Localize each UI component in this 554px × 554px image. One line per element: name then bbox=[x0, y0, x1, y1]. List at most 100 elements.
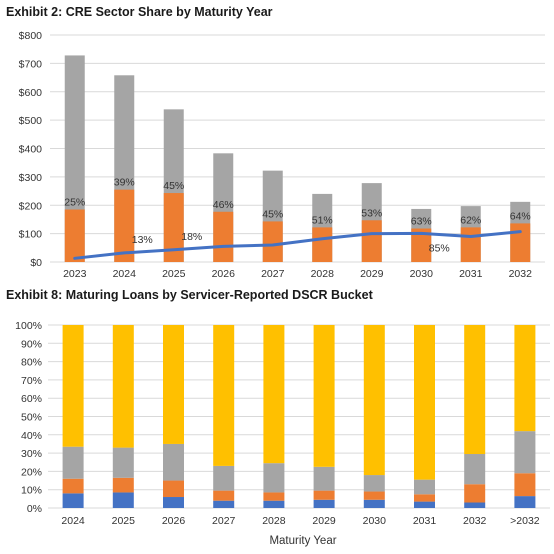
stacked-segment bbox=[464, 454, 486, 485]
exhibit-2-title: Exhibit 2: CRE Sector Share by Maturity … bbox=[6, 5, 273, 19]
bar-part bbox=[262, 221, 283, 262]
y-tick-label: $400 bbox=[19, 144, 43, 156]
stacked-segment bbox=[263, 325, 285, 464]
stacked-segment bbox=[112, 325, 134, 448]
stacked-segment bbox=[62, 478, 84, 494]
x-tick-label: 2031 bbox=[459, 268, 483, 280]
stacked-segment bbox=[62, 493, 84, 508]
line-label: 13% bbox=[132, 234, 153, 246]
y-tick-label: $300 bbox=[19, 172, 43, 184]
stacked-segment bbox=[514, 325, 536, 432]
data-label: 45% bbox=[163, 180, 184, 192]
stacked-segment bbox=[414, 494, 435, 502]
x-tick-label: 2029 bbox=[360, 268, 384, 280]
bar-part bbox=[114, 189, 135, 262]
line-label: 85% bbox=[429, 242, 450, 254]
y-tick-label: 10% bbox=[21, 485, 42, 497]
stacked-segment bbox=[163, 443, 184, 481]
bar-part bbox=[213, 211, 234, 262]
stacked-segment bbox=[163, 480, 184, 498]
data-label: 51% bbox=[312, 214, 333, 226]
y-tick-label: $700 bbox=[19, 58, 43, 70]
x-tick-label: >2032 bbox=[510, 515, 540, 527]
x-tick-label: 2025 bbox=[112, 515, 136, 527]
y-tick-label: $800 bbox=[19, 30, 43, 42]
dscr-bucket-chart: 0% 10% 20% 30% 40% 50% 60% 70% 80% 90% 100% 2024 202… bbox=[15, 320, 550, 547]
x-tick-label: 2025 bbox=[162, 268, 186, 280]
stacked-segment bbox=[62, 325, 84, 447]
stacked-segment bbox=[464, 484, 486, 503]
stacked-segment bbox=[263, 492, 285, 501]
x-tick-label: 2030 bbox=[363, 515, 387, 527]
stacked-segment bbox=[313, 490, 335, 500]
y-tick-label: $0 bbox=[30, 257, 42, 269]
bar-part bbox=[163, 193, 184, 262]
data-label: 64% bbox=[510, 210, 531, 222]
stacked-segment bbox=[263, 500, 285, 508]
line-series bbox=[73, 230, 522, 260]
y-tick-label: 50% bbox=[21, 412, 42, 424]
y-tick-label: 60% bbox=[21, 393, 42, 405]
stacked-segment bbox=[213, 500, 235, 508]
x-axis-label: Maturity Year bbox=[269, 535, 336, 547]
y-tick-label: $200 bbox=[19, 200, 43, 212]
y-tick-label: 20% bbox=[21, 466, 42, 478]
stacked-segment bbox=[414, 479, 435, 495]
y-tick-label: $600 bbox=[19, 87, 43, 99]
x-tick-label: 2026 bbox=[212, 268, 236, 280]
x-tick-label: 2028 bbox=[311, 268, 335, 280]
stacked-segment bbox=[363, 491, 385, 500]
exhibit-8-title: Exhibit 8: Maturing Loans by Servicer-Re… bbox=[6, 288, 373, 302]
bar-part bbox=[411, 228, 432, 262]
stacked-segment bbox=[514, 473, 536, 497]
stacked-segment bbox=[112, 477, 134, 493]
x-tick-label: 2023 bbox=[63, 268, 87, 280]
stacked-segment bbox=[363, 475, 385, 492]
line-label: 18% bbox=[181, 231, 202, 243]
stacked-segment bbox=[464, 325, 486, 455]
data-label: 62% bbox=[460, 214, 481, 226]
data-label: 39% bbox=[114, 177, 135, 189]
y-tick-label: $100 bbox=[19, 229, 43, 241]
x-tick-label: 2031 bbox=[413, 515, 437, 527]
stacked-segment bbox=[163, 325, 184, 444]
bar-part bbox=[510, 223, 531, 262]
x-tick-label: 2026 bbox=[162, 515, 186, 527]
data-label: 63% bbox=[411, 216, 432, 228]
stacked-segment bbox=[464, 502, 486, 508]
stacked-segment bbox=[313, 499, 335, 508]
x-tick-label: 2027 bbox=[261, 268, 285, 280]
stacked-segment bbox=[514, 496, 536, 508]
stacked-segment bbox=[112, 492, 134, 508]
x-tick-label: 2030 bbox=[410, 268, 434, 280]
stacked-segment bbox=[163, 497, 184, 508]
bar-part bbox=[361, 220, 382, 262]
stacked-segment bbox=[112, 447, 134, 478]
y-tick-label: 90% bbox=[21, 338, 42, 350]
stacked-segment bbox=[414, 501, 435, 508]
x-tick-label: 2029 bbox=[312, 515, 336, 527]
bar-part bbox=[312, 227, 333, 262]
x-tick-label: 2032 bbox=[463, 515, 487, 527]
x-tick-label: 2024 bbox=[61, 515, 85, 527]
stacked-segment bbox=[313, 325, 335, 467]
y-tick-label: 40% bbox=[21, 430, 42, 442]
x-tick-label: 2024 bbox=[113, 268, 137, 280]
stacked-segment bbox=[313, 466, 335, 491]
bar-part bbox=[64, 209, 85, 262]
stacked-segment bbox=[514, 431, 536, 474]
stacked-segment bbox=[213, 325, 235, 466]
data-label: 25% bbox=[64, 197, 85, 209]
data-label: 45% bbox=[262, 208, 283, 220]
x-tick-label: 2028 bbox=[262, 515, 286, 527]
stacked-segment bbox=[363, 325, 385, 476]
cre-sector-share-chart: $0 $100 $200 $300 $400 $500 $600 $700 $800 25% 202… bbox=[19, 30, 545, 280]
y-tick-label: $500 bbox=[19, 115, 43, 127]
stacked-segment bbox=[414, 325, 435, 480]
y-tick-label: 0% bbox=[27, 503, 42, 515]
y-tick-label: 30% bbox=[21, 448, 42, 460]
data-label: 46% bbox=[213, 199, 234, 211]
stacked-segment bbox=[62, 446, 84, 479]
data-label: 53% bbox=[361, 207, 382, 219]
y-tick-label: 70% bbox=[21, 375, 42, 387]
